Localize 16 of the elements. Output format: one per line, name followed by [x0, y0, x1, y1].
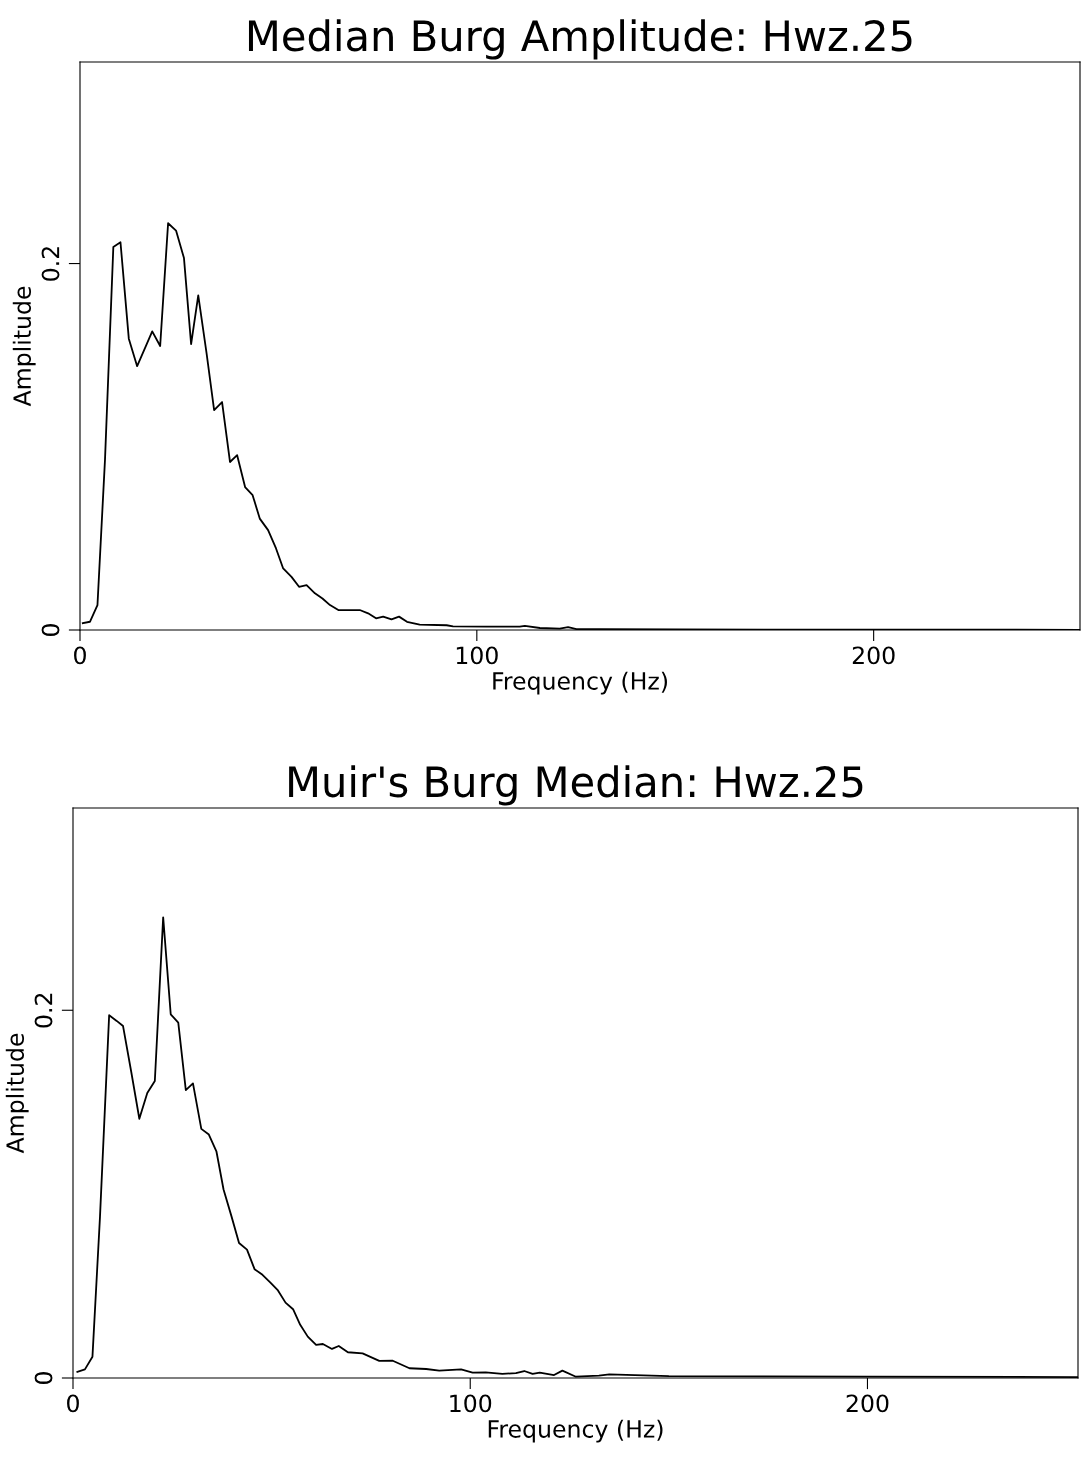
- chart-title: Muir's Burg Median: Hwz.25: [289, 765, 863, 806]
- y-tick-label: 0.2: [41, 247, 60, 281]
- x-tick-label: 100: [450, 1394, 492, 1413]
- y-axis-title: Amplitude: [5, 1033, 29, 1154]
- y-axis-title: Amplitude: [12, 286, 36, 407]
- x-tick-label: 0: [74, 646, 86, 665]
- x-axis-title: Frequency (Hz): [488, 1419, 663, 1443]
- x-tick-label: 100: [456, 646, 498, 665]
- y-tick-label: 0: [41, 624, 60, 636]
- y-tick-label: 0.2: [34, 993, 53, 1028]
- x-tick-label: 200: [846, 1394, 889, 1413]
- x-axis-title: Frequency (Hz): [493, 671, 667, 695]
- chart-title: Median Burg Amplitude: Hwz.25: [248, 19, 912, 60]
- x-tick-label: 200: [852, 646, 895, 665]
- y-tick-label: 0: [34, 1372, 53, 1384]
- x-tick-label: 0: [67, 1394, 79, 1413]
